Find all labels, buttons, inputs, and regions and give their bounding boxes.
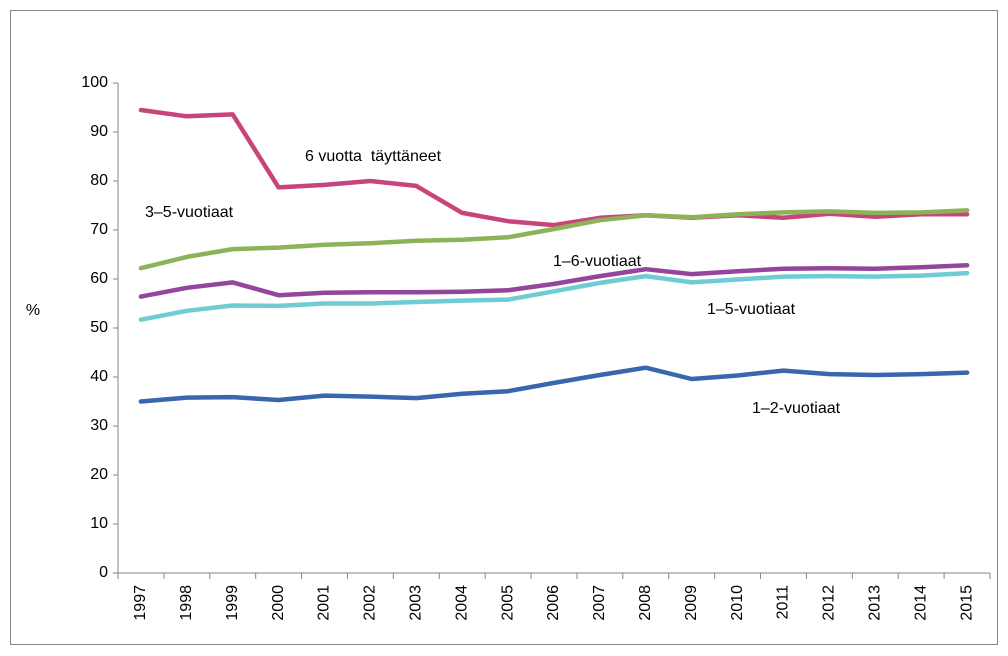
x-tick-label: 2007 xyxy=(591,585,608,621)
x-tick-label: 1998 xyxy=(178,585,195,621)
y-tick-label: 0 xyxy=(99,564,108,581)
series-line xyxy=(138,263,970,299)
y-tick-label: 30 xyxy=(90,417,108,434)
series-label: 1–5-vuotiaat xyxy=(707,301,796,318)
x-tick-label: 2006 xyxy=(545,585,562,621)
y-tick-label: 40 xyxy=(90,368,108,385)
x-tick-label: 2004 xyxy=(453,585,470,621)
x-tick-label: 2003 xyxy=(408,585,425,621)
x-tick-label: 1999 xyxy=(224,585,241,621)
series-label: 1–6-vuotiaat xyxy=(553,253,642,270)
series-line xyxy=(138,365,970,404)
x-tick-label: 2008 xyxy=(637,585,654,621)
x-tick-label: 2000 xyxy=(270,585,287,621)
chart-frame xyxy=(10,10,998,645)
y-tick-label: 60 xyxy=(90,270,108,287)
y-axis-label: % xyxy=(26,302,40,319)
y-tick-label: 20 xyxy=(90,466,108,483)
x-tick-label: 2005 xyxy=(499,585,516,621)
x-tick-label: 2015 xyxy=(958,585,975,621)
y-tick-label: 80 xyxy=(90,172,108,189)
y-tick-label: 70 xyxy=(90,221,108,238)
y-tick-label: 10 xyxy=(90,515,108,532)
x-tick-label: 2010 xyxy=(729,585,746,621)
series-line xyxy=(138,208,970,271)
x-tick-label: 1997 xyxy=(132,585,149,621)
y-tick-label: 50 xyxy=(90,319,108,336)
series-line xyxy=(138,107,970,228)
x-tick-label: 2011 xyxy=(775,585,792,620)
x-tick-label: 2012 xyxy=(821,585,838,621)
x-tick-label: 2014 xyxy=(912,585,929,621)
x-tick-label: 2002 xyxy=(362,585,379,621)
series-label: 1–2-vuotiaat xyxy=(752,400,841,417)
series-line xyxy=(138,270,970,322)
y-tick-label: 90 xyxy=(90,123,108,140)
x-tick-label: 2013 xyxy=(866,585,883,621)
x-tick-label: 2001 xyxy=(316,585,333,621)
series-label: 3–5-vuotiaat xyxy=(145,204,234,221)
y-tick-label: 100 xyxy=(81,74,108,91)
series-label: 6 vuotta täyttäneet xyxy=(305,148,442,165)
x-tick-label: 2009 xyxy=(683,585,700,621)
